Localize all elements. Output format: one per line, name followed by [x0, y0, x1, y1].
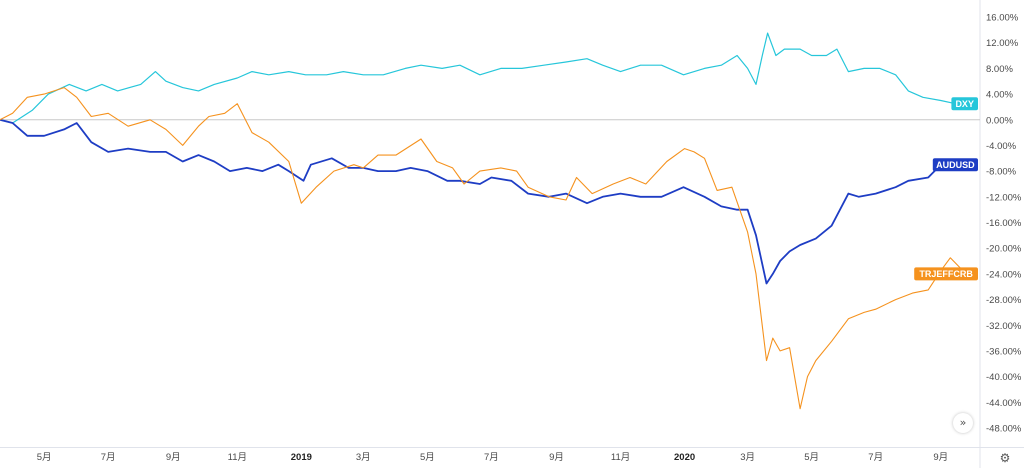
- x-tick-label: 3月: [356, 452, 371, 463]
- series-tag-trjeffcrb: [914, 267, 978, 281]
- y-tick-label: -16.00%: [986, 218, 1022, 229]
- x-tick-label: 3月: [740, 452, 755, 463]
- y-tick-label: -24.00%: [986, 269, 1022, 280]
- y-tick-label: -8.00%: [986, 167, 1017, 178]
- y-tick-label: -32.00%: [986, 321, 1022, 332]
- y-tick-label: -28.00%: [986, 295, 1022, 306]
- x-tick-label: 5月: [804, 452, 819, 463]
- x-tick-label: 9月: [166, 452, 181, 463]
- y-tick-label: -4.00%: [986, 141, 1017, 152]
- y-tick-label: -44.00%: [986, 398, 1022, 409]
- y-tick-label: -36.00%: [986, 346, 1022, 357]
- series-line-dxy[interactable]: [0, 32, 966, 124]
- x-tick-label: 2020: [674, 452, 695, 463]
- x-tick-label: 11月: [228, 452, 247, 463]
- y-tick-label: -48.00%: [986, 424, 1022, 435]
- series-tag-label: AUDUSD: [936, 160, 975, 170]
- x-tick-label: 7月: [868, 452, 883, 463]
- x-tick-label: 5月: [37, 452, 52, 463]
- x-tick-label: 11月: [611, 452, 630, 463]
- series-tag-dxy: [951, 97, 978, 111]
- y-tick-label: 12.00%: [986, 38, 1019, 49]
- x-tick-label: 9月: [549, 452, 564, 463]
- scroll-to-realtime-button[interactable]: »: [953, 413, 973, 433]
- gear-icon[interactable]: ⚙: [999, 451, 1011, 465]
- y-tick-label: -40.00%: [986, 372, 1022, 383]
- series-tag-label: DXY: [955, 99, 974, 109]
- y-tick-label: 16.00%: [986, 13, 1019, 24]
- y-tick-label: -12.00%: [986, 192, 1022, 203]
- series-tag-audusd: [932, 158, 978, 172]
- x-tick-label: 2019: [291, 452, 312, 463]
- series-line-audusd[interactable]: [0, 118, 967, 285]
- series-line-trjeffcrb[interactable]: [0, 87, 967, 410]
- y-tick-label: 4.00%: [986, 90, 1013, 101]
- x-tick-label: 9月: [933, 452, 948, 463]
- x-tick-label: 5月: [420, 452, 435, 463]
- y-tick-label: 0.00%: [986, 115, 1013, 126]
- y-tick-label: -20.00%: [986, 244, 1022, 255]
- series-tag-label: TRJEFFCRB: [919, 269, 973, 279]
- y-tick-label: 8.00%: [986, 64, 1013, 75]
- x-tick-label: 7月: [484, 452, 499, 463]
- x-tick-label: 7月: [101, 452, 116, 463]
